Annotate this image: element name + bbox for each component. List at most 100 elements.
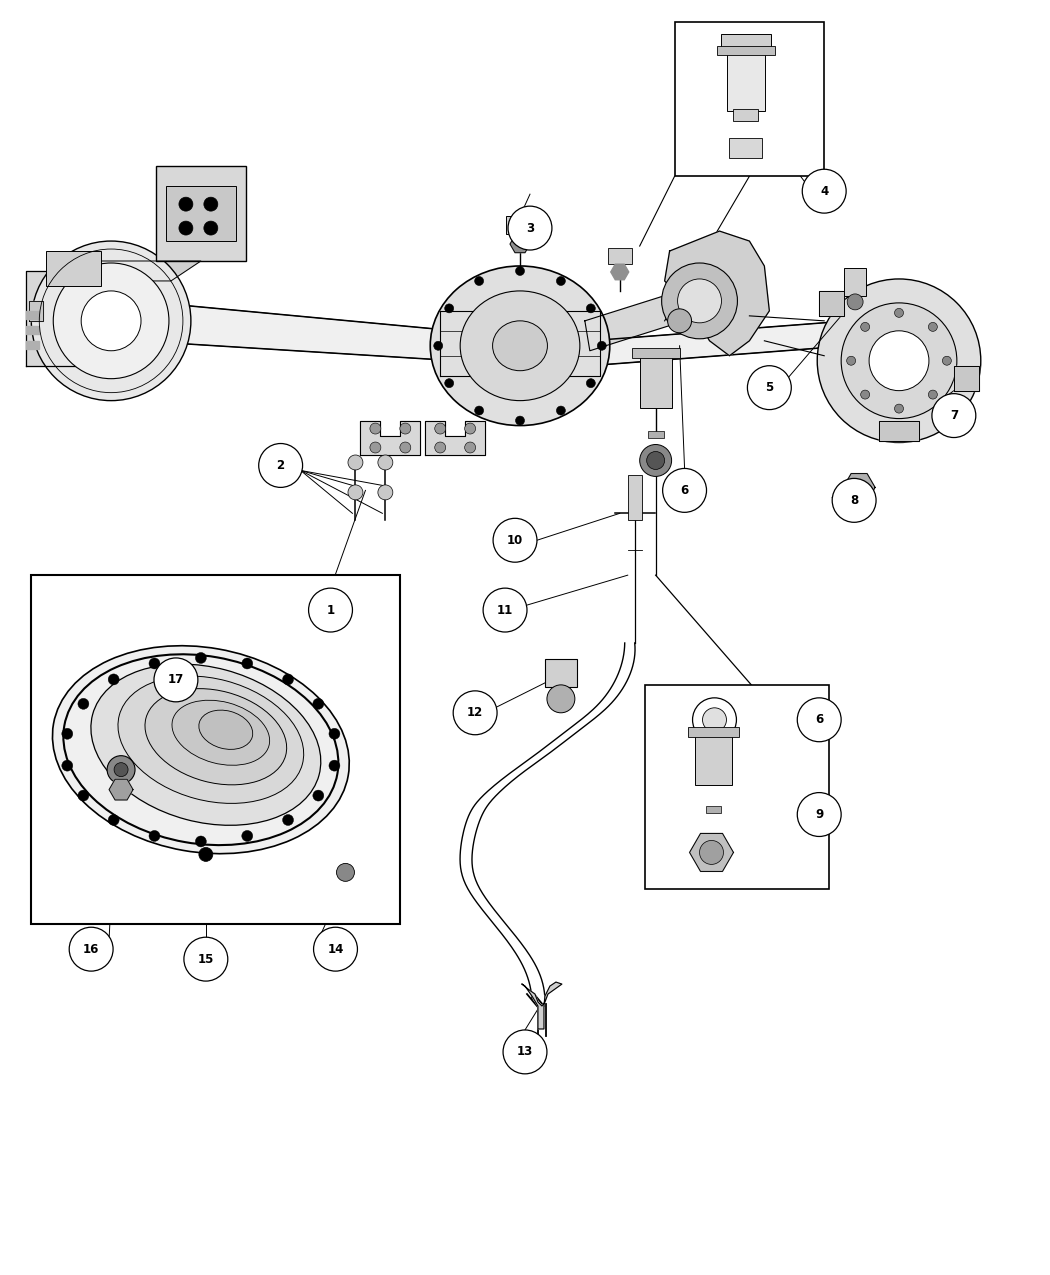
Circle shape (435, 423, 445, 434)
Polygon shape (843, 473, 875, 501)
Polygon shape (510, 236, 530, 252)
Circle shape (370, 442, 381, 453)
Ellipse shape (172, 700, 270, 765)
Circle shape (336, 863, 355, 881)
Circle shape (204, 221, 217, 235)
Circle shape (329, 728, 340, 740)
Circle shape (178, 221, 193, 235)
Circle shape (841, 303, 957, 418)
Circle shape (198, 848, 213, 862)
Polygon shape (585, 291, 685, 351)
Bar (628, 476, 642, 520)
Circle shape (348, 484, 363, 500)
Circle shape (847, 295, 863, 310)
Polygon shape (109, 779, 133, 799)
Bar (545, 659, 576, 687)
Bar (639, 353, 672, 408)
Ellipse shape (52, 645, 350, 854)
Ellipse shape (460, 291, 580, 400)
Circle shape (54, 263, 169, 379)
Circle shape (78, 790, 89, 801)
Circle shape (817, 279, 981, 442)
Polygon shape (29, 301, 43, 321)
Circle shape (943, 356, 951, 365)
Circle shape (702, 708, 727, 732)
Text: 5: 5 (765, 381, 774, 394)
Circle shape (662, 263, 737, 339)
Circle shape (445, 303, 454, 312)
Bar (46, 251, 101, 286)
Circle shape (242, 658, 253, 669)
Circle shape (833, 478, 876, 523)
Circle shape (475, 277, 484, 286)
Bar (608, 249, 632, 264)
Text: 15: 15 (197, 952, 214, 965)
Circle shape (309, 588, 353, 632)
Polygon shape (611, 264, 629, 279)
Circle shape (62, 760, 72, 771)
Circle shape (434, 342, 443, 351)
Circle shape (400, 423, 411, 434)
Text: 3: 3 (526, 222, 534, 235)
Circle shape (861, 390, 869, 399)
Circle shape (928, 323, 938, 332)
Circle shape (435, 442, 445, 453)
Circle shape (149, 658, 160, 669)
Bar (844, 268, 866, 296)
Circle shape (465, 423, 476, 434)
Circle shape (928, 390, 938, 399)
Circle shape (81, 291, 141, 351)
Circle shape (797, 697, 841, 742)
Text: 6: 6 (680, 484, 689, 497)
Circle shape (370, 423, 381, 434)
Circle shape (329, 760, 340, 771)
Polygon shape (522, 982, 562, 1029)
Polygon shape (953, 366, 979, 390)
Circle shape (400, 442, 411, 453)
Circle shape (483, 588, 527, 632)
Text: 2: 2 (276, 459, 285, 472)
Circle shape (932, 394, 975, 437)
Circle shape (869, 330, 929, 390)
Circle shape (107, 756, 135, 784)
Polygon shape (879, 421, 919, 441)
Circle shape (677, 279, 721, 323)
Bar (734, 110, 758, 121)
Circle shape (178, 198, 193, 212)
Circle shape (465, 442, 476, 453)
Circle shape (378, 484, 393, 500)
Circle shape (242, 830, 253, 842)
Text: 13: 13 (517, 1046, 533, 1058)
Ellipse shape (198, 710, 253, 750)
Circle shape (846, 356, 856, 365)
Polygon shape (690, 834, 734, 871)
Bar (674, 22, 824, 176)
Polygon shape (26, 311, 39, 319)
Circle shape (62, 728, 72, 740)
Text: 16: 16 (83, 942, 100, 956)
Bar (32, 575, 400, 924)
Circle shape (556, 405, 565, 416)
Circle shape (639, 445, 672, 477)
Circle shape (78, 699, 89, 709)
Ellipse shape (145, 688, 287, 785)
Circle shape (693, 697, 736, 742)
Circle shape (895, 309, 903, 317)
Circle shape (378, 455, 393, 470)
Circle shape (516, 266, 525, 275)
Circle shape (149, 830, 160, 842)
Circle shape (597, 342, 606, 351)
Bar (166, 186, 236, 241)
Circle shape (503, 1030, 547, 1074)
Text: 12: 12 (467, 706, 483, 719)
Bar (645, 685, 830, 890)
Circle shape (647, 451, 665, 469)
Circle shape (114, 762, 128, 776)
Text: 10: 10 (507, 534, 523, 547)
Ellipse shape (91, 664, 321, 825)
Polygon shape (590, 321, 849, 366)
Circle shape (586, 303, 595, 312)
Circle shape (195, 836, 207, 847)
Circle shape (282, 815, 294, 825)
Polygon shape (136, 301, 456, 361)
